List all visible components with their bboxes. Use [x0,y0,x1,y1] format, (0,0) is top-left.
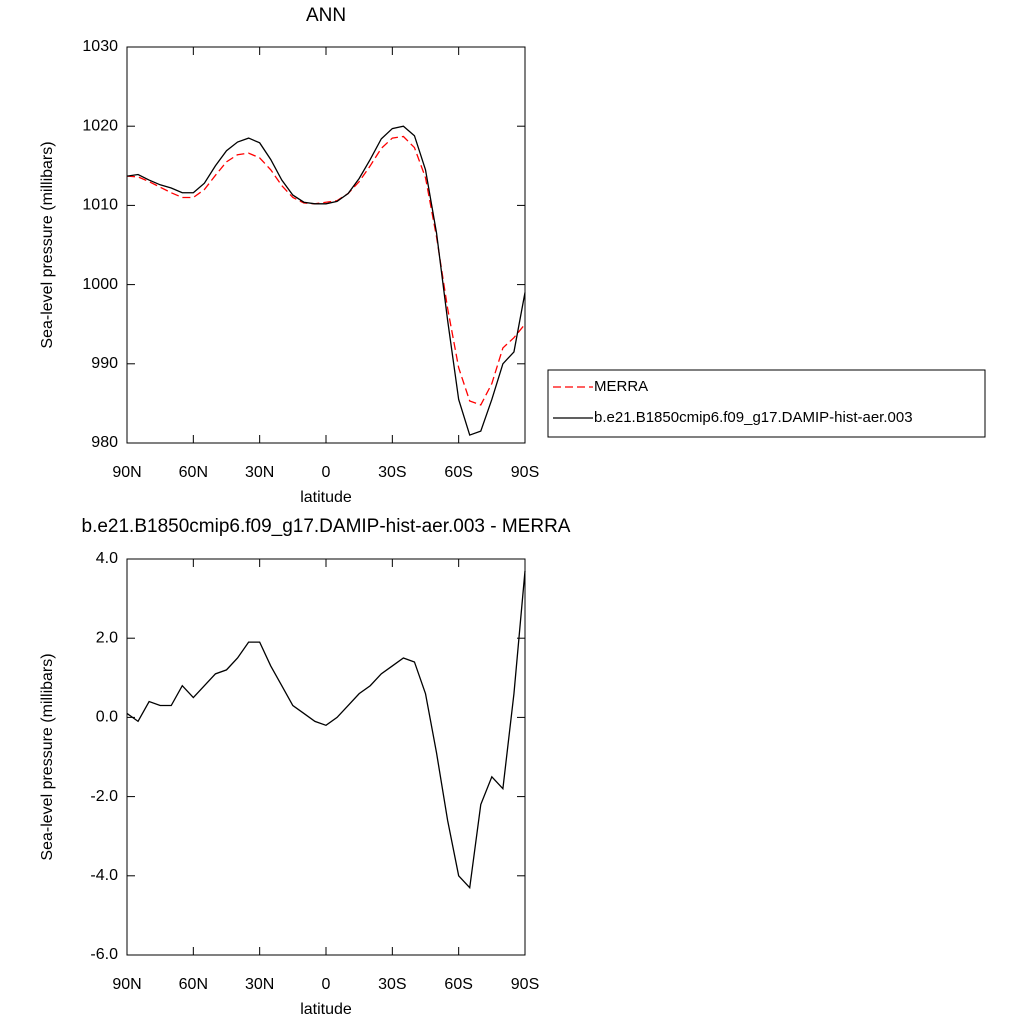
y-tick-label: 4.0 [96,550,118,567]
y-tick-label: 1010 [82,197,118,214]
x-axis-title: latitude [300,1001,352,1018]
series-line [126,125,526,436]
legend-label: MERRA [594,378,648,395]
plot-frame [126,558,526,956]
y-axis-title: Sea-level pressure (millibars) [39,141,56,348]
y-axis-title: Sea-level pressure (millibars) [39,653,56,860]
plot-frame [126,46,526,444]
y-tick-label: 0.0 [96,709,118,726]
legend-label: b.e21.B1850cmip6.f09_g17.DAMIP-hist-aer.… [594,409,913,426]
x-tick-label: 60N [179,464,208,481]
x-tick-label: 60S [444,976,472,993]
x-tick-label: 90S [511,464,539,481]
y-tick-label: -2.0 [90,788,118,805]
series-line [126,570,526,890]
x-tick-label: 60N [179,976,208,993]
y-tick-label: -4.0 [90,867,118,884]
series-line [126,135,526,406]
y-tick-label: 2.0 [96,629,118,646]
x-tick-label: 30S [378,976,406,993]
y-tick-label: 1030 [82,38,118,55]
chart-title: ANN [306,5,346,26]
x-tick-label: 90S [511,976,539,993]
y-tick-label: 1000 [82,276,118,293]
x-tick-label: 90N [112,976,141,993]
y-tick-label: 990 [91,355,118,372]
legend-box [547,369,986,438]
y-tick-label: 980 [91,434,118,451]
x-tick-label: 30N [245,976,274,993]
x-tick-label: 30S [378,464,406,481]
x-tick-label: 0 [322,976,331,993]
y-tick-label: 1020 [82,117,118,134]
x-axis-title: latitude [300,489,352,506]
chart-title: b.e21.B1850cmip6.f09_g17.DAMIP-hist-aer.… [82,516,571,537]
x-tick-label: 90N [112,464,141,481]
x-tick-label: 60S [444,464,472,481]
y-tick-label: -6.0 [90,946,118,963]
x-tick-label: 0 [322,464,331,481]
x-tick-label: 30N [245,464,274,481]
